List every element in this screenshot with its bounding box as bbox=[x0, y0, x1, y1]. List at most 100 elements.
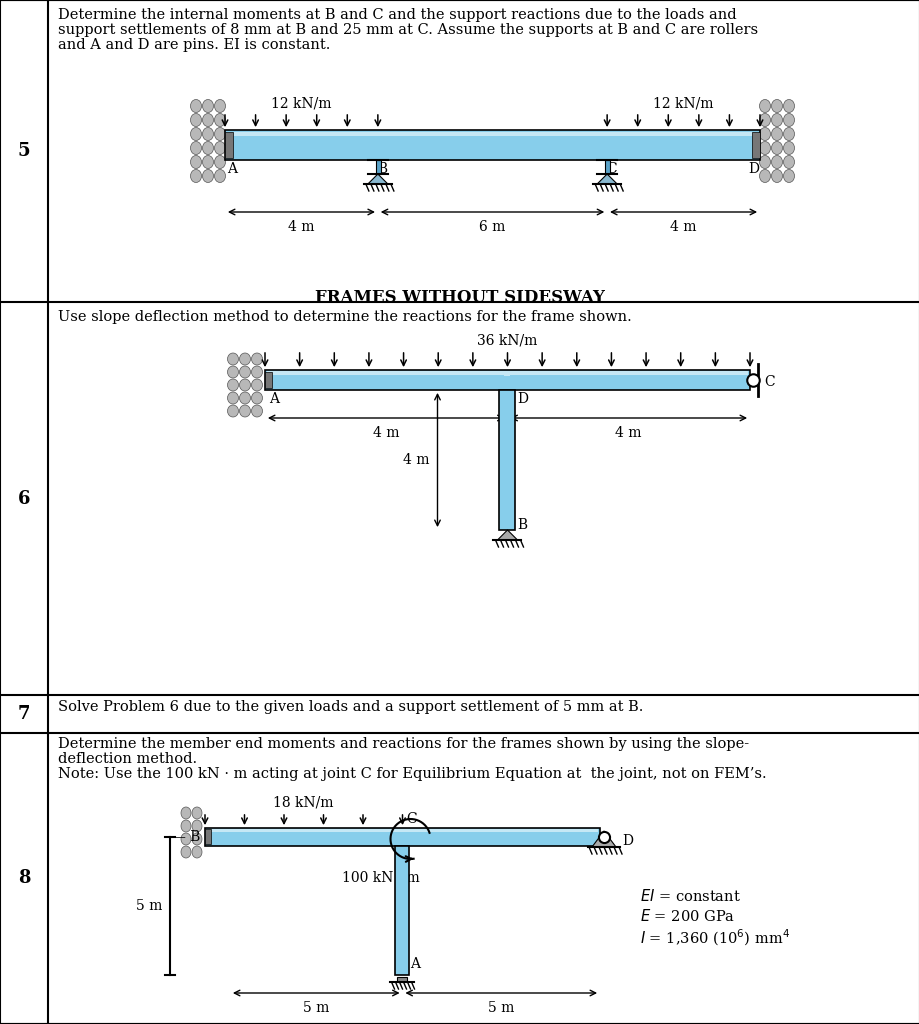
Ellipse shape bbox=[783, 170, 794, 182]
Ellipse shape bbox=[202, 128, 213, 140]
Ellipse shape bbox=[783, 128, 794, 140]
Ellipse shape bbox=[251, 353, 262, 365]
Text: 4 m: 4 m bbox=[288, 220, 314, 234]
Bar bbox=[227, 132, 757, 136]
Text: 4 m: 4 m bbox=[670, 220, 696, 234]
Text: — B: — B bbox=[172, 830, 199, 844]
Ellipse shape bbox=[190, 128, 201, 140]
Ellipse shape bbox=[239, 392, 250, 404]
Bar bbox=[751, 132, 759, 158]
Text: 12 kN/m: 12 kN/m bbox=[271, 96, 332, 110]
Ellipse shape bbox=[227, 366, 238, 378]
Ellipse shape bbox=[202, 141, 213, 155]
Bar bbox=[225, 132, 233, 158]
Text: 4 m: 4 m bbox=[615, 426, 641, 440]
Text: 36 kN/m: 36 kN/m bbox=[477, 334, 537, 348]
Ellipse shape bbox=[214, 114, 225, 127]
Bar bbox=[397, 977, 407, 982]
Ellipse shape bbox=[192, 820, 202, 831]
Ellipse shape bbox=[759, 156, 770, 169]
Ellipse shape bbox=[227, 379, 238, 391]
Ellipse shape bbox=[227, 392, 238, 404]
Text: B: B bbox=[377, 162, 387, 176]
Ellipse shape bbox=[214, 141, 225, 155]
Ellipse shape bbox=[190, 170, 201, 182]
Ellipse shape bbox=[214, 128, 225, 140]
Text: Solve Problem 6 due to the given loads and a support settlement of 5 mm at B.: Solve Problem 6 due to the given loads a… bbox=[58, 700, 642, 714]
Bar bbox=[205, 829, 210, 844]
Ellipse shape bbox=[251, 366, 262, 378]
Text: 100 kN · m: 100 kN · m bbox=[342, 871, 420, 885]
Ellipse shape bbox=[202, 170, 213, 182]
Ellipse shape bbox=[227, 406, 238, 417]
Text: D: D bbox=[621, 834, 632, 848]
Bar bbox=[265, 370, 749, 390]
Text: 7: 7 bbox=[17, 705, 30, 723]
Ellipse shape bbox=[783, 99, 794, 113]
Ellipse shape bbox=[202, 114, 213, 127]
Bar bbox=[504, 371, 510, 376]
Text: 6 m: 6 m bbox=[479, 220, 505, 234]
Text: Note: Use the 100 kN · m acting at joint C for Equilibrium Equation at  the join: Note: Use the 100 kN · m acting at joint… bbox=[58, 767, 766, 781]
Ellipse shape bbox=[759, 114, 770, 127]
Text: C: C bbox=[763, 375, 774, 389]
Ellipse shape bbox=[202, 99, 213, 113]
Text: D: D bbox=[747, 162, 758, 176]
Ellipse shape bbox=[771, 114, 782, 127]
Text: 4 m: 4 m bbox=[403, 453, 429, 467]
Bar bbox=[605, 160, 609, 174]
Ellipse shape bbox=[759, 128, 770, 140]
Ellipse shape bbox=[190, 114, 201, 127]
Text: 5 m: 5 m bbox=[488, 1001, 514, 1015]
Text: 5 m: 5 m bbox=[302, 1001, 329, 1015]
Ellipse shape bbox=[239, 366, 250, 378]
Ellipse shape bbox=[214, 170, 225, 182]
Text: 8: 8 bbox=[17, 869, 30, 888]
Ellipse shape bbox=[181, 807, 191, 819]
Ellipse shape bbox=[239, 406, 250, 417]
Bar bbox=[265, 372, 272, 388]
Ellipse shape bbox=[181, 833, 191, 845]
Text: 6: 6 bbox=[17, 489, 30, 508]
Ellipse shape bbox=[181, 820, 191, 831]
Ellipse shape bbox=[251, 379, 262, 391]
Ellipse shape bbox=[759, 141, 770, 155]
Bar bbox=[205, 828, 599, 846]
Bar bbox=[376, 160, 380, 174]
Text: $EI$ = constant: $EI$ = constant bbox=[640, 888, 740, 904]
Ellipse shape bbox=[192, 846, 202, 858]
Text: $E$ = 200 GPa: $E$ = 200 GPa bbox=[640, 908, 734, 924]
Ellipse shape bbox=[783, 114, 794, 127]
Text: Determine the member end moments and reactions for the frames shown by using the: Determine the member end moments and rea… bbox=[58, 737, 748, 751]
Ellipse shape bbox=[190, 156, 201, 169]
Ellipse shape bbox=[192, 833, 202, 845]
Bar bbox=[395, 846, 409, 975]
Bar bbox=[267, 371, 747, 375]
Text: C: C bbox=[606, 162, 616, 176]
Ellipse shape bbox=[771, 170, 782, 182]
Ellipse shape bbox=[771, 128, 782, 140]
Polygon shape bbox=[368, 174, 388, 184]
Text: 4 m: 4 m bbox=[372, 426, 399, 440]
Ellipse shape bbox=[771, 141, 782, 155]
Ellipse shape bbox=[192, 807, 202, 819]
Ellipse shape bbox=[227, 353, 238, 365]
Polygon shape bbox=[596, 174, 617, 184]
Ellipse shape bbox=[190, 141, 201, 155]
Text: deflection method.: deflection method. bbox=[58, 752, 197, 766]
Ellipse shape bbox=[771, 99, 782, 113]
Bar bbox=[499, 390, 515, 530]
Ellipse shape bbox=[759, 170, 770, 182]
Ellipse shape bbox=[771, 156, 782, 169]
Text: Determine the internal moments at B and C and the support reactions due to the l: Determine the internal moments at B and … bbox=[58, 8, 736, 22]
Text: $I$ = 1,360 (10$^6$) mm$^4$: $I$ = 1,360 (10$^6$) mm$^4$ bbox=[640, 928, 789, 948]
Text: A: A bbox=[227, 162, 237, 176]
Ellipse shape bbox=[759, 99, 770, 113]
Text: D: D bbox=[516, 392, 528, 406]
Text: Use slope deflection method to determine the reactions for the frame shown.: Use slope deflection method to determine… bbox=[58, 310, 631, 324]
Bar bbox=[207, 829, 597, 831]
Ellipse shape bbox=[251, 406, 262, 417]
Text: A: A bbox=[268, 392, 278, 406]
Ellipse shape bbox=[783, 156, 794, 169]
Text: C: C bbox=[406, 812, 416, 826]
